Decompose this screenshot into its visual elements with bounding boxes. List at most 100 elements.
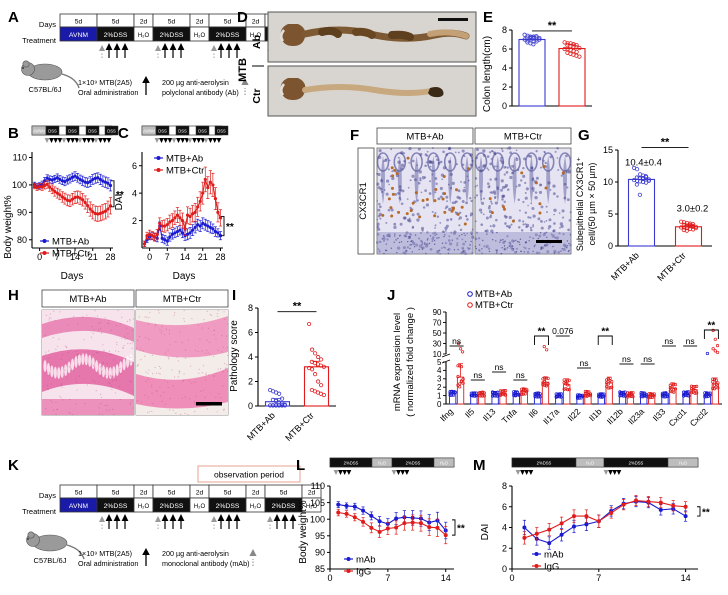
- y-tick-label: 100: [310, 514, 325, 524]
- data-point: [458, 385, 462, 389]
- y-tick-label: 30: [433, 339, 442, 348]
- dotted-arrow-head: [99, 516, 105, 522]
- scale-bar: [536, 240, 562, 243]
- treatment-arrow-head: [113, 514, 121, 521]
- data-point: [541, 382, 545, 387]
- significance-label: ns: [686, 336, 695, 346]
- data-point: [649, 393, 653, 397]
- legend-item-MTB+Ctr: MTB+Ctr: [154, 165, 204, 176]
- data-point: [93, 176, 97, 180]
- data-point: [477, 391, 481, 395]
- data-point: [103, 209, 108, 213]
- data-point: [585, 393, 589, 397]
- days-row-label: Days: [39, 20, 56, 29]
- panel-h-label: H: [8, 287, 19, 304]
- significance-label: ns: [622, 354, 631, 364]
- damaged-mucosa: [136, 316, 228, 358]
- dss-timeline-bar: 2%DSS H₂O 2%DSS H₂O: [329, 457, 455, 468]
- data-point: [687, 390, 691, 394]
- data-point: [572, 514, 576, 519]
- significance-label: **: [457, 524, 465, 535]
- y-tick-label: 5: [608, 209, 613, 219]
- y-tick-label: 6: [132, 161, 137, 171]
- data-point: [75, 195, 80, 199]
- series-IgG: [336, 508, 448, 545]
- data-point: [201, 191, 205, 195]
- crypt-lumen: [46, 362, 51, 375]
- data-point: [574, 49, 579, 54]
- panel-i-chart: 0 2 4 6 8 Pathology score ** MTB+Ab MTB+Ctr: [229, 301, 336, 443]
- crypt-lumen: [43, 360, 47, 372]
- data-point-upper: [456, 341, 461, 346]
- dose-arrow-cluster: [333, 470, 352, 475]
- data-point: [206, 224, 210, 228]
- timeline-treatment-value: 2%DSS: [216, 32, 240, 39]
- dotted-arrow-head: [267, 516, 273, 522]
- data-point: [173, 231, 177, 235]
- y-tick-label: 2: [132, 216, 137, 226]
- significance-label: ns: [643, 354, 652, 364]
- crypt-lumen: [60, 366, 64, 379]
- data-point: [664, 395, 668, 399]
- mouse-strain-label: C57BL/6J: [34, 556, 67, 565]
- data-point: [496, 394, 500, 398]
- data-point: [35, 186, 39, 190]
- data-point: [394, 516, 399, 521]
- crypt-lumen: [77, 353, 81, 366]
- data-point: [150, 234, 154, 238]
- data-point: [575, 393, 580, 397]
- data-point: [554, 394, 558, 398]
- cx3cr1-positive-cell: [460, 205, 464, 209]
- data-point: [503, 388, 508, 393]
- x-tick-label: Il12b: [605, 406, 625, 426]
- panel-b-label: B: [8, 125, 19, 142]
- legend-marker: [346, 557, 351, 561]
- data-point: [402, 521, 407, 526]
- data-point: [98, 211, 102, 216]
- data-point: [310, 367, 315, 372]
- svg-text:H₂O: H₂O: [440, 461, 449, 466]
- dotted-arrow-head: [155, 516, 161, 522]
- data-point: [567, 387, 571, 392]
- data-point: [43, 183, 47, 188]
- legend-label: MTB+Ab: [52, 236, 89, 247]
- legend-item-IgG: IgG: [344, 566, 371, 577]
- data-point: [658, 507, 663, 512]
- series-mAb: [522, 496, 688, 550]
- y-tick-label: 105: [310, 498, 325, 508]
- timeline-day-value: 2d: [308, 489, 316, 496]
- svg-text:DSS: DSS: [178, 129, 187, 134]
- crypt-lumen: [125, 355, 130, 368]
- y-tick-label: 8: [248, 303, 253, 313]
- data-point: [213, 229, 218, 234]
- y-tick-label: 4: [437, 366, 442, 375]
- y-tick-label: 8: [502, 25, 507, 35]
- y-tick-label: 90: [315, 548, 325, 558]
- panel-a-label: A: [8, 9, 19, 26]
- data-point: [588, 394, 593, 398]
- legend-label: MTB+Ab: [166, 153, 203, 164]
- series-line: [524, 499, 686, 539]
- cx3cr1-positive-cell: [393, 168, 397, 172]
- y-tick-label: 1: [437, 391, 442, 400]
- data-point: [559, 392, 563, 396]
- data-point: [78, 177, 82, 182]
- x-tick-label: Il17a: [541, 406, 561, 426]
- x-tick-label: 7: [596, 573, 601, 583]
- data-point: [385, 526, 390, 531]
- crypt-lumen: [105, 366, 109, 379]
- data-point: [410, 520, 415, 525]
- data-point: [191, 228, 195, 232]
- value-label-ab: 10.4±0.4: [625, 157, 662, 168]
- series-mAb: [336, 501, 448, 540]
- data-point: [693, 385, 697, 389]
- data-point: [163, 224, 167, 228]
- legend-label: mAb: [544, 549, 564, 560]
- data-point: [101, 210, 105, 214]
- timeline-day-value: 5d: [168, 489, 176, 496]
- data-point: [627, 394, 632, 398]
- data-point: [581, 393, 585, 397]
- x-tick-label: Il5: [463, 406, 477, 420]
- y-tick-label: 3: [437, 375, 442, 384]
- dotted-arrow-head: [211, 516, 217, 522]
